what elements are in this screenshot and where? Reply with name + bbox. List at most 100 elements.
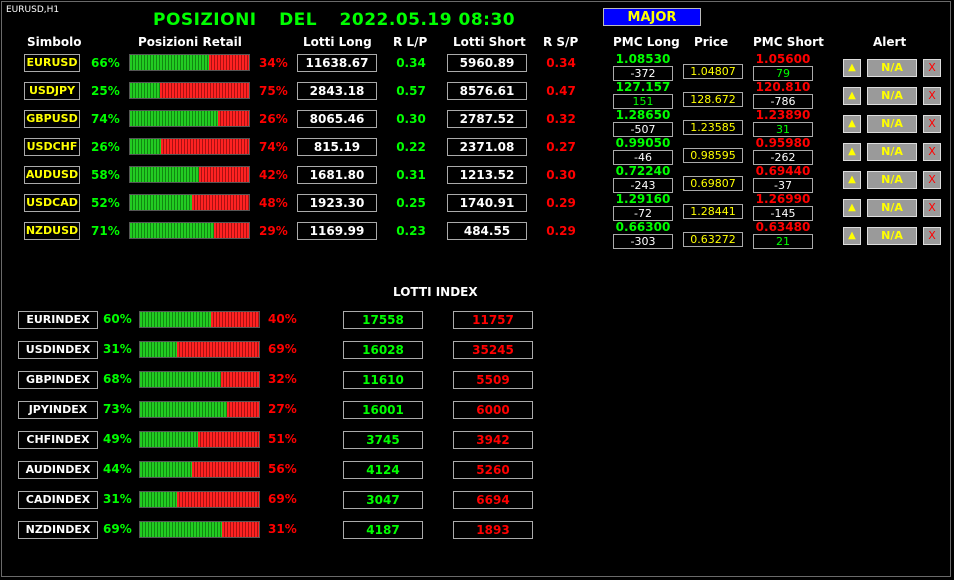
r-sp-value: 0.34 — [546, 56, 576, 70]
bell-icon[interactable]: ▲ — [843, 59, 861, 77]
symbol-usdcad[interactable]: USDCAD — [24, 194, 80, 212]
index-short-lots: 11757 — [453, 311, 533, 329]
symbol-nzdusd[interactable]: NZDUSD — [24, 222, 80, 240]
index-long-pct: 73% — [103, 402, 132, 416]
header-pmc-short: PMC Short — [753, 35, 824, 49]
bar-short-segment — [160, 139, 249, 154]
retail-position-bar — [129, 166, 250, 183]
alert-remove-button[interactable]: X — [923, 59, 941, 77]
pmc-long-value: 1.08530 — [615, 52, 671, 66]
alert-remove-button[interactable]: X — [923, 171, 941, 189]
pmc-short-diff: -786 — [753, 94, 813, 109]
r-lp-value: 0.25 — [396, 196, 426, 210]
long-pct: 52% — [91, 196, 120, 210]
alert-na-button[interactable]: N/A — [867, 87, 917, 105]
retail-position-bar — [129, 82, 250, 99]
retail-position-bar — [129, 194, 250, 211]
pmc-short-diff: -145 — [753, 206, 813, 221]
alert-na-button[interactable]: N/A — [867, 143, 917, 161]
bell-icon[interactable]: ▲ — [843, 199, 861, 217]
alert-remove-button[interactable]: X — [923, 199, 941, 217]
index-long-pct: 69% — [103, 522, 132, 536]
bar-short-segment — [211, 312, 259, 327]
alert-na-button[interactable]: N/A — [867, 199, 917, 217]
index-jpyindex[interactable]: JPYINDEX — [18, 401, 98, 419]
index-cadindex[interactable]: CADINDEX — [18, 491, 98, 509]
alert-na-button[interactable]: N/A — [867, 115, 917, 133]
short-pct: 26% — [259, 112, 288, 126]
bar-long-segment — [130, 167, 200, 182]
symbol-usdjpy[interactable]: USDJPY — [24, 82, 80, 100]
pmc-long-value: 1.29160 — [615, 192, 671, 206]
pmc-long-diff: -507 — [613, 122, 673, 137]
index-position-bar — [139, 521, 260, 538]
price-value: 0.69807 — [683, 176, 743, 191]
retail-position-bar — [129, 110, 250, 127]
lotti-long-value: 1923.30 — [297, 194, 377, 212]
index-eurindex[interactable]: EURINDEX — [18, 311, 98, 329]
long-pct: 25% — [91, 84, 120, 98]
bar-short-segment — [222, 522, 259, 537]
bell-icon[interactable]: ▲ — [843, 227, 861, 245]
bell-icon[interactable]: ▲ — [843, 87, 861, 105]
index-gbpindex[interactable]: GBPINDEX — [18, 371, 98, 389]
price-value: 0.98595 — [683, 148, 743, 163]
lotti-long-value: 1169.99 — [297, 222, 377, 240]
index-usdindex[interactable]: USDINDEX — [18, 341, 98, 359]
pmc-long-value: 0.99050 — [615, 136, 671, 150]
pmc-short-diff: -262 — [753, 150, 813, 165]
short-pct: 34% — [259, 56, 288, 70]
symbol-usdchf[interactable]: USDCHF — [24, 138, 80, 156]
index-long-pct: 60% — [103, 312, 132, 326]
long-pct: 74% — [91, 112, 120, 126]
major-button[interactable]: MAJOR — [603, 8, 701, 26]
alert-na-button[interactable]: N/A — [867, 227, 917, 245]
bar-short-segment — [192, 462, 259, 477]
bar-short-segment — [176, 342, 259, 357]
alert-na-button[interactable]: N/A — [867, 59, 917, 77]
index-short-lots: 35245 — [453, 341, 533, 359]
bar-short-segment — [191, 195, 249, 210]
index-nzdindex[interactable]: NZDINDEX — [18, 521, 98, 539]
header-lotti-long: Lotti Long — [303, 35, 372, 49]
header-posizioni-retail: Posizioni Retail — [138, 35, 242, 49]
short-pct: 48% — [259, 196, 288, 210]
bar-short-segment — [199, 167, 249, 182]
lotti-long-value: 815.19 — [297, 138, 377, 156]
long-pct: 58% — [91, 168, 120, 182]
bell-icon[interactable]: ▲ — [843, 143, 861, 161]
bar-long-segment — [140, 492, 177, 507]
pmc-long-diff: -303 — [613, 234, 673, 249]
bar-short-segment — [214, 223, 249, 238]
bar-long-segment — [130, 139, 161, 154]
pmc-short-diff: 79 — [753, 66, 813, 81]
pmc-long-diff: -372 — [613, 66, 673, 81]
index-short-lots: 6694 — [453, 491, 533, 509]
alert-na-button[interactable]: N/A — [867, 171, 917, 189]
pmc-short-diff: 31 — [753, 122, 813, 137]
header-alert: Alert — [873, 35, 907, 49]
bar-short-segment — [208, 55, 249, 70]
title-part1: POSIZIONI — [153, 10, 257, 30]
index-short-pct: 27% — [268, 402, 297, 416]
symbol-eurusd[interactable]: EURUSD — [24, 54, 80, 72]
index-audindex[interactable]: AUDINDEX — [18, 461, 98, 479]
lotti-short-value: 484.55 — [447, 222, 527, 240]
r-sp-value: 0.32 — [546, 112, 576, 126]
symbol-audusd[interactable]: AUDUSD — [24, 166, 80, 184]
alert-remove-button[interactable]: X — [923, 143, 941, 161]
bar-long-segment — [140, 312, 212, 327]
index-chfindex[interactable]: CHFINDEX — [18, 431, 98, 449]
bell-icon[interactable]: ▲ — [843, 171, 861, 189]
alert-remove-button[interactable]: X — [923, 227, 941, 245]
short-pct: 42% — [259, 168, 288, 182]
lotti-short-value: 1213.52 — [447, 166, 527, 184]
bell-icon[interactable]: ▲ — [843, 115, 861, 133]
index-short-pct: 56% — [268, 462, 297, 476]
alert-remove-button[interactable]: X — [923, 87, 941, 105]
bar-long-segment — [130, 55, 209, 70]
alert-remove-button[interactable]: X — [923, 115, 941, 133]
index-position-bar — [139, 431, 260, 448]
symbol-gbpusd[interactable]: GBPUSD — [24, 110, 80, 128]
